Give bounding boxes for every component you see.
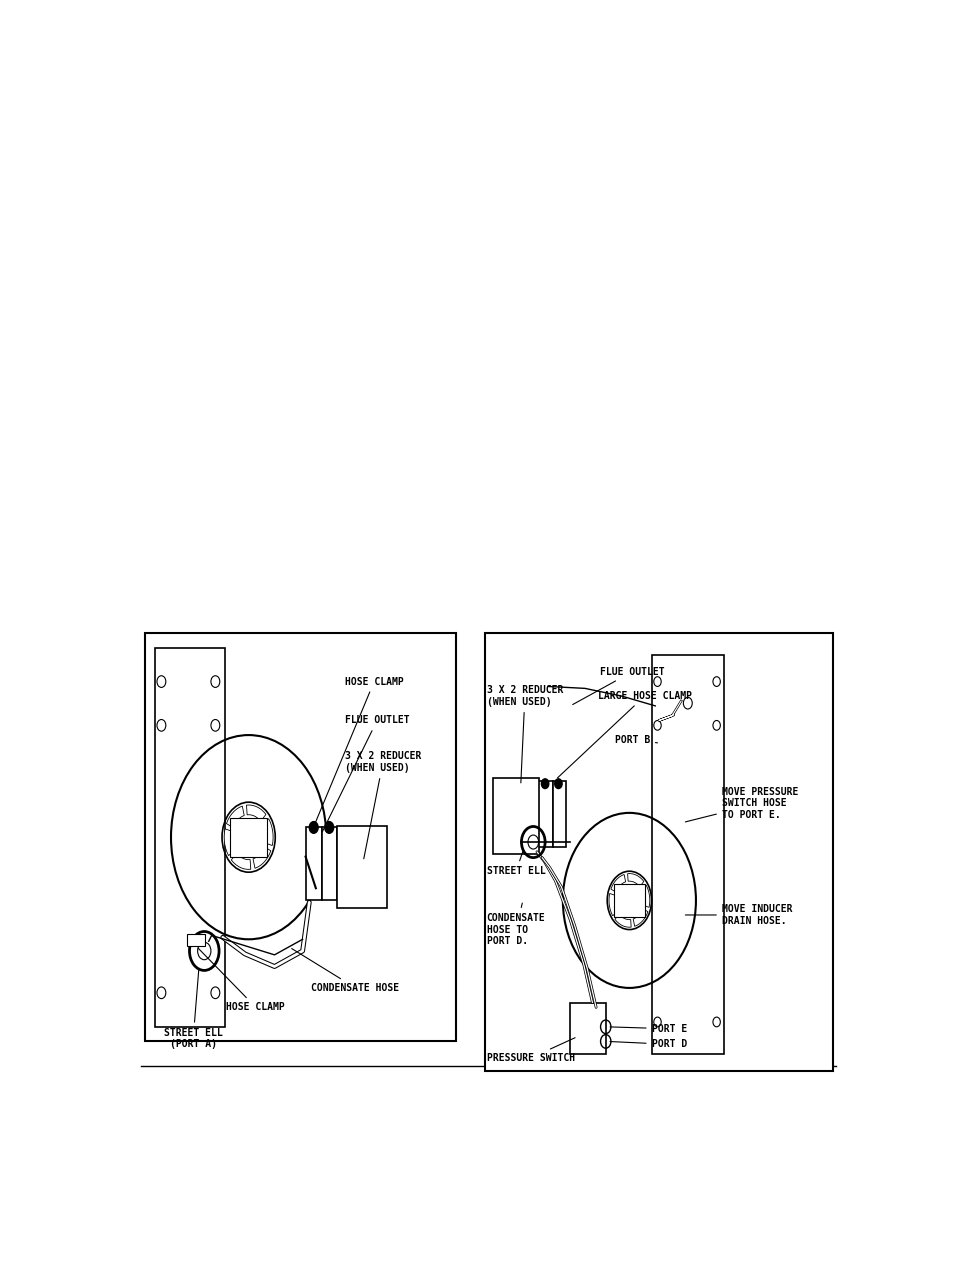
Polygon shape [224,829,234,855]
Text: STREET ELL
(PORT A): STREET ELL (PORT A) [164,969,222,1050]
Text: STREET ELL: STREET ELL [486,850,545,877]
Bar [613,884,644,917]
Text: PORT B: PORT B [614,735,657,745]
Text: HOSE CLAMP: HOSE CLAMP [198,949,285,1013]
Polygon shape [231,853,251,869]
Bar [154,648,225,1027]
Bar [492,778,538,854]
Circle shape [324,822,334,834]
Bar [651,655,723,1055]
Text: FLUE OUTLET: FLUE OUTLET [322,715,409,832]
Polygon shape [610,874,625,892]
Circle shape [309,822,317,834]
Bar [187,935,205,946]
Text: PRESSURE SWITCH: PRESSURE SWITCH [486,1038,575,1063]
Polygon shape [226,806,244,827]
Text: CONDENSATE HOSE: CONDENSATE HOSE [292,949,399,993]
Bar [230,817,267,856]
Text: PORT D: PORT D [609,1039,686,1050]
Bar [552,781,565,847]
Polygon shape [246,805,266,821]
Bar [145,633,456,1042]
Polygon shape [627,874,643,887]
Circle shape [541,779,548,788]
Text: MOVE INDUCER
DRAIN HOSE.: MOVE INDUCER DRAIN HOSE. [684,904,792,926]
Bar [570,1004,605,1055]
Circle shape [554,779,561,788]
Bar [336,826,387,908]
Bar [485,633,832,1071]
Bar [305,827,321,901]
Text: MOVE PRESSURE
SWITCH HOSE
TO PORT E.: MOVE PRESSURE SWITCH HOSE TO PORT E. [684,787,798,822]
Text: CONDENSATE
HOSE TO
PORT D.: CONDENSATE HOSE TO PORT D. [486,903,545,946]
Polygon shape [262,818,273,845]
Polygon shape [253,846,271,868]
Text: HOSE CLAMP: HOSE CLAMP [314,677,403,826]
Bar [321,827,336,901]
Text: 3 X 2 REDUCER
(WHEN USED): 3 X 2 REDUCER (WHEN USED) [344,751,420,859]
Polygon shape [615,914,631,927]
Text: FLUE OUTLET: FLUE OUTLET [572,667,663,705]
Text: LARGE HOSE CLAMP: LARGE HOSE CLAMP [557,691,691,778]
Polygon shape [633,908,647,926]
Polygon shape [640,885,649,907]
Text: 3 X 2 REDUCER
(WHEN USED): 3 X 2 REDUCER (WHEN USED) [486,686,562,783]
Bar [537,781,552,847]
Text: PORT E: PORT E [609,1024,686,1033]
Polygon shape [608,893,617,916]
